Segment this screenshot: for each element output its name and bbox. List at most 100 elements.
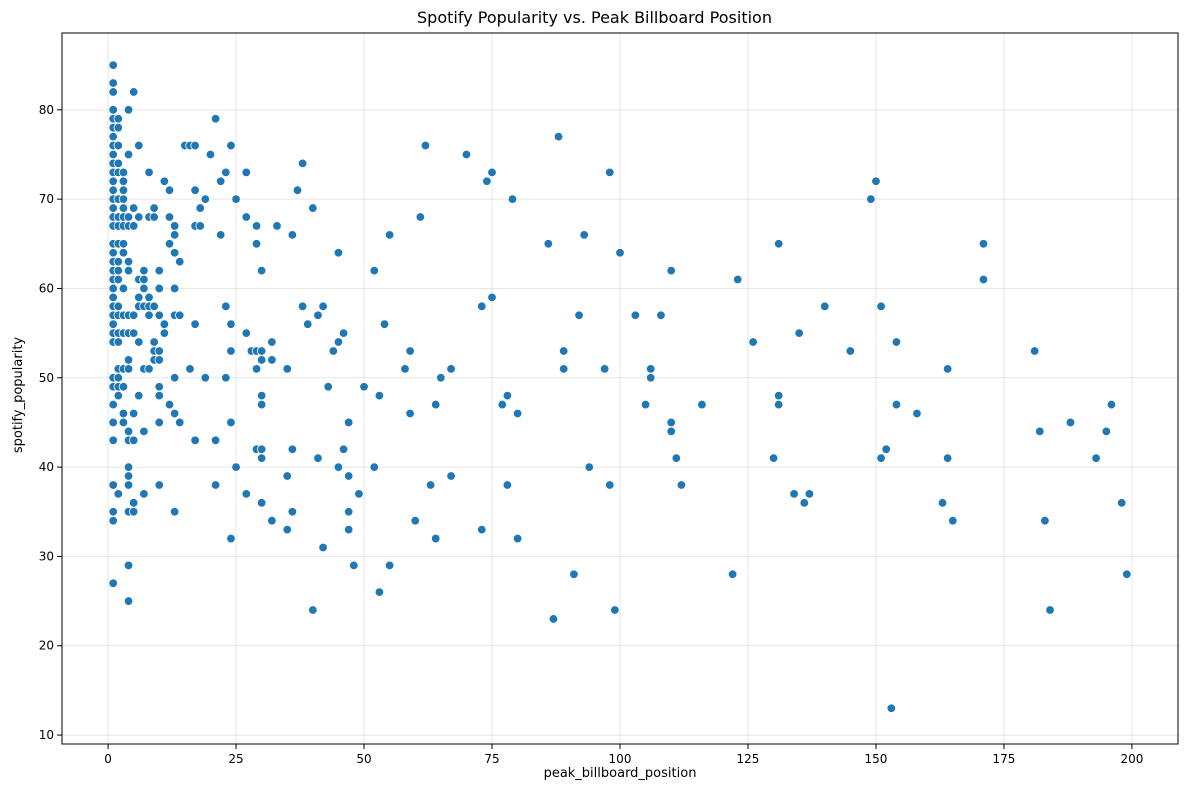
data-point bbox=[159, 319, 170, 329]
data-point bbox=[164, 399, 175, 410]
data-point bbox=[154, 355, 164, 365]
data-point bbox=[820, 301, 830, 312]
data-point bbox=[886, 703, 897, 713]
data-point bbox=[175, 417, 185, 428]
data-point bbox=[118, 203, 129, 213]
data-point bbox=[226, 533, 236, 544]
data-point bbox=[123, 560, 134, 571]
data-point bbox=[175, 310, 185, 320]
data-point bbox=[948, 515, 958, 526]
data-point bbox=[185, 364, 195, 374]
data-point bbox=[113, 265, 124, 276]
data-point bbox=[113, 390, 124, 401]
data-point bbox=[134, 292, 144, 303]
data-point bbox=[343, 471, 354, 481]
data-point bbox=[349, 560, 359, 571]
data-point bbox=[128, 87, 139, 97]
x-tick-label: 100 bbox=[609, 752, 632, 766]
data-point bbox=[1029, 346, 1040, 356]
x-axis-label: peak_billboard_position bbox=[544, 766, 697, 781]
data-point bbox=[113, 373, 124, 383]
data-point bbox=[1122, 569, 1132, 579]
x-tick-label: 75 bbox=[484, 752, 499, 766]
data-point bbox=[405, 346, 415, 356]
data-point bbox=[318, 542, 328, 553]
data-point bbox=[128, 203, 139, 213]
data-point bbox=[118, 185, 129, 195]
data-point bbox=[231, 194, 241, 204]
data-point bbox=[164, 185, 175, 195]
data-point bbox=[282, 471, 292, 481]
data-point bbox=[871, 176, 881, 186]
data-point bbox=[548, 614, 559, 624]
data-point bbox=[169, 507, 180, 517]
data-point bbox=[1091, 453, 1101, 463]
data-point bbox=[108, 203, 118, 213]
data-point bbox=[139, 274, 149, 285]
data-point bbox=[297, 158, 308, 169]
data-point bbox=[599, 364, 610, 374]
data-point bbox=[431, 399, 441, 410]
y-tick-label: 20 bbox=[39, 639, 54, 653]
data-point bbox=[144, 364, 154, 374]
data-point bbox=[881, 444, 891, 454]
data-point bbox=[374, 390, 385, 401]
data-point bbox=[646, 373, 656, 383]
data-point bbox=[297, 301, 308, 312]
data-point bbox=[128, 328, 139, 338]
data-point bbox=[154, 283, 164, 294]
data-point bbox=[128, 507, 139, 517]
y-tick-label: 30 bbox=[39, 549, 54, 563]
data-point bbox=[256, 498, 267, 508]
data-point bbox=[139, 426, 149, 437]
data-point bbox=[876, 453, 886, 463]
data-point bbox=[139, 489, 149, 499]
y-tick-label: 50 bbox=[39, 371, 54, 385]
data-point bbox=[256, 346, 267, 356]
data-point bbox=[425, 480, 436, 490]
data-point bbox=[666, 426, 676, 437]
data-point bbox=[118, 248, 129, 258]
data-point bbox=[666, 417, 676, 428]
data-point bbox=[912, 408, 922, 419]
data-point bbox=[108, 283, 118, 294]
data-point bbox=[773, 239, 784, 249]
data-point bbox=[436, 373, 446, 383]
data-point bbox=[149, 301, 159, 312]
data-point bbox=[676, 480, 687, 490]
data-point bbox=[128, 408, 139, 419]
y-axis-ticks: 10 20 30 40 50 60 70 80 bbox=[39, 103, 62, 742]
data-point bbox=[646, 364, 656, 374]
data-point bbox=[512, 533, 523, 544]
data-point bbox=[134, 390, 144, 401]
data-point bbox=[1040, 515, 1050, 526]
data-point bbox=[292, 185, 303, 195]
data-point bbox=[154, 310, 164, 320]
data-point bbox=[558, 346, 569, 356]
data-point bbox=[108, 105, 118, 115]
data-point bbox=[656, 310, 666, 320]
data-point bbox=[1065, 417, 1076, 428]
data-point bbox=[267, 515, 277, 526]
data-point bbox=[108, 480, 118, 490]
data-point bbox=[113, 158, 124, 169]
data-point bbox=[431, 533, 441, 544]
data-point bbox=[487, 167, 497, 178]
data-point bbox=[123, 105, 134, 115]
data-point bbox=[605, 480, 615, 490]
data-point bbox=[615, 248, 625, 258]
data-point bbox=[154, 382, 164, 392]
data-point bbox=[574, 310, 584, 320]
data-point bbox=[108, 292, 118, 303]
data-point bbox=[108, 515, 118, 526]
data-point bbox=[845, 346, 856, 356]
data-point bbox=[108, 417, 118, 428]
data-point bbox=[118, 382, 129, 392]
data-point bbox=[169, 221, 180, 231]
data-point bbox=[226, 346, 236, 356]
data-point bbox=[175, 256, 185, 267]
data-point bbox=[195, 221, 205, 231]
data-point bbox=[108, 131, 118, 142]
data-point bbox=[123, 265, 134, 276]
